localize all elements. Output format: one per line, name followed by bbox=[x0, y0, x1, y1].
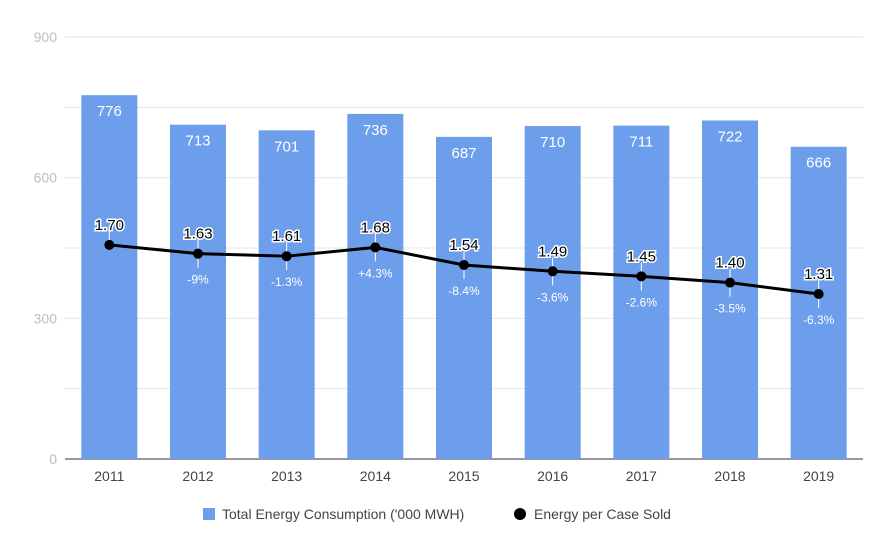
bar bbox=[170, 124, 226, 459]
x-tick-label: 2013 bbox=[271, 468, 302, 484]
line-point bbox=[370, 242, 381, 253]
pct-change-label: -1.3% bbox=[271, 275, 303, 289]
x-tick-label: 2014 bbox=[360, 468, 391, 484]
y-tick-label: 600 bbox=[34, 170, 58, 186]
line-point bbox=[725, 277, 735, 288]
y-axis: 0 300 600 900 bbox=[34, 29, 58, 467]
line-series: 1.70 1.63 -9% 1.61 -1.3% 1.68 +4.3% 1.54 -8.4% 1.… bbox=[93, 215, 835, 327]
line-value-label: 1.45 bbox=[627, 248, 656, 265]
pct-change-label: +4.3% bbox=[358, 266, 393, 280]
bar bbox=[436, 136, 492, 459]
bar-value-label: 687 bbox=[451, 145, 476, 162]
line-point bbox=[281, 251, 292, 262]
legend-label-line: Energy per Case Sold bbox=[534, 506, 671, 522]
line-point bbox=[813, 288, 824, 299]
y-tick-label: 0 bbox=[49, 451, 57, 467]
x-tick-label: 2015 bbox=[448, 468, 479, 484]
pct-change-label: -6.3% bbox=[803, 313, 835, 327]
x-tick-label: 2016 bbox=[537, 468, 568, 484]
bar bbox=[613, 125, 670, 460]
bar bbox=[524, 126, 581, 459]
legend-label-bars: Total Energy Consumption ('000 MWH) bbox=[222, 506, 464, 522]
bar bbox=[258, 130, 315, 459]
bar-series bbox=[81, 95, 847, 460]
line-point bbox=[104, 239, 115, 250]
line-value-label: 1.70 bbox=[95, 217, 124, 234]
line-value-label: 1.31 bbox=[804, 266, 833, 283]
bar-value-label: 776 bbox=[97, 103, 122, 120]
bar-value-label: 666 bbox=[806, 155, 831, 172]
legend-swatch-line bbox=[514, 508, 526, 520]
legend: Total Energy Consumption ('000 MWH) Energ… bbox=[203, 506, 671, 522]
line-value-label: 1.61 bbox=[272, 228, 301, 245]
line-value-label: 1.63 bbox=[183, 226, 212, 243]
line-value-label: 1.40 bbox=[715, 255, 744, 272]
bar-value-label: 711 bbox=[629, 134, 653, 151]
x-tick-label: 2011 bbox=[94, 468, 124, 484]
line-point bbox=[636, 271, 647, 282]
legend-swatch-bars bbox=[203, 508, 215, 520]
line-point bbox=[459, 260, 469, 271]
x-axis: 2011 2012 2013 2014 2015 2016 2017 2018 2019 bbox=[94, 468, 834, 484]
line-value-label: 1.68 bbox=[361, 219, 390, 236]
x-tick-label: 2017 bbox=[626, 468, 657, 484]
bar-value-label: 736 bbox=[363, 122, 388, 139]
bar bbox=[81, 95, 138, 460]
pct-change-label: -9% bbox=[187, 273, 209, 287]
bar-value-label: 701 bbox=[274, 138, 299, 155]
bar-value-label: 710 bbox=[540, 134, 565, 151]
pct-change-label: -3.6% bbox=[537, 290, 569, 304]
y-tick-label: 900 bbox=[34, 29, 58, 45]
line-point bbox=[193, 248, 203, 259]
pct-change-label: -2.6% bbox=[626, 295, 658, 309]
bar bbox=[347, 113, 404, 460]
line-point bbox=[547, 266, 558, 277]
pct-change-label: -8.4% bbox=[448, 284, 480, 298]
x-tick-label: 2018 bbox=[714, 468, 745, 484]
line-value-label: 1.49 bbox=[538, 243, 567, 260]
bar-value-labels: 776 713 701 736 687 710 711 722 666 bbox=[97, 103, 831, 172]
y-tick-label: 300 bbox=[34, 310, 58, 326]
bar-value-label: 713 bbox=[185, 133, 210, 150]
x-tick-label: 2012 bbox=[182, 468, 213, 484]
bar-value-label: 722 bbox=[717, 128, 742, 145]
pct-change-label: -3.5% bbox=[714, 302, 746, 316]
line-value-label: 1.54 bbox=[449, 237, 478, 254]
x-tick-label: 2019 bbox=[803, 468, 834, 484]
